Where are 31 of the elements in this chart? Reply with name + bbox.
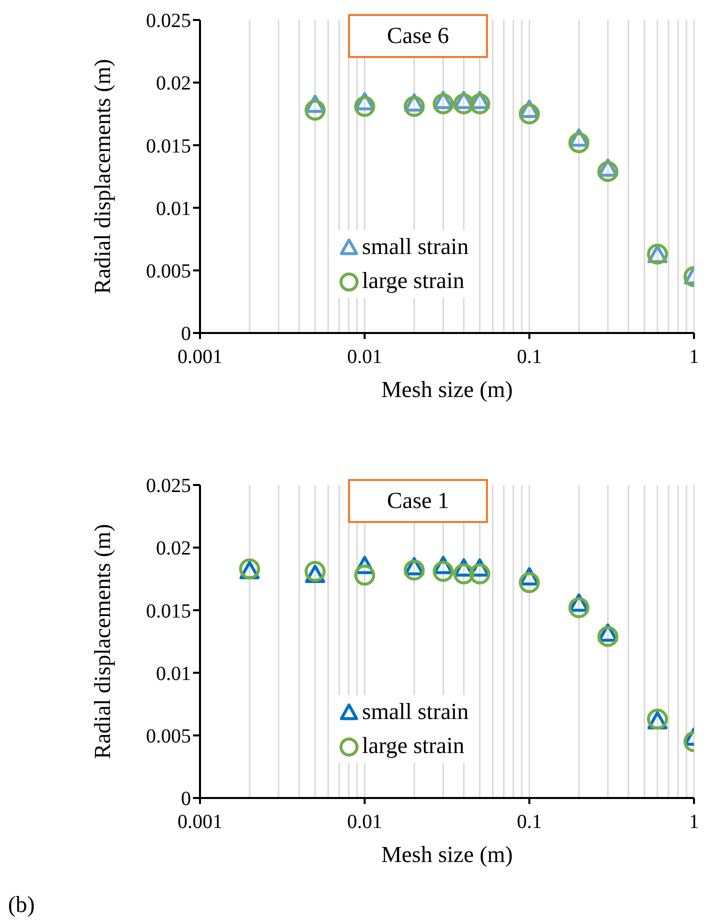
y-axis-title: Radial displacements (m) — [90, 524, 116, 760]
text-box: Case 1 — [348, 479, 488, 523]
legend-label: small strain — [362, 234, 469, 260]
y-axis-title: Radial displacements (m) — [90, 58, 116, 294]
x-tick-label: 0.01 — [347, 346, 382, 368]
text: (b) — [8, 892, 35, 918]
y-tick-label: 0.025 — [146, 475, 191, 498]
y-tick-label: 0 — [181, 323, 191, 346]
x-tick-label: 1 — [689, 346, 699, 368]
y-tick-label: 0.02 — [156, 538, 191, 560]
y-tick-label: 0.015 — [146, 600, 191, 622]
y-tick-label: 0.01 — [156, 662, 191, 685]
x-axis-title: Mesh size (m) — [381, 377, 513, 402]
x-tick-label: 0.1 — [516, 346, 542, 368]
y-tick-label: 0 — [181, 788, 191, 810]
x-tick-label: 0.001 — [178, 811, 222, 833]
x-tick-label: 1 — [689, 811, 699, 833]
text-box: Case 6 — [348, 14, 488, 58]
legend-label: large strain — [362, 268, 464, 294]
y-tick-label: 0.01 — [156, 198, 191, 220]
x-axis-title: Mesh size (m) — [381, 842, 513, 867]
y-tick-label: 0.005 — [146, 726, 191, 748]
legend-label: large strain — [362, 733, 464, 759]
y-tick-label: 0.025 — [146, 10, 191, 32]
x-tick-label: 0.1 — [516, 811, 542, 833]
y-tick-label: 0.02 — [156, 72, 191, 95]
legend-label: small strain — [362, 699, 469, 725]
x-tick-label: 0.001 — [178, 346, 222, 368]
y-tick-label: 0.015 — [146, 135, 191, 158]
y-tick-label: 0.005 — [146, 260, 191, 282]
x-tick-label: 0.01 — [347, 811, 382, 833]
